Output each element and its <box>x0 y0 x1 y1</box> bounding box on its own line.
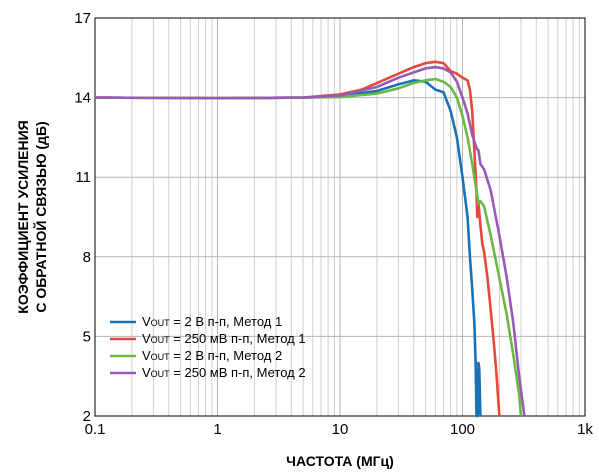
y-tick-labels: 2 5 8 11 14 17 <box>74 10 91 425</box>
series-line-3 <box>94 77 523 417</box>
plot-frame <box>94 17 586 417</box>
y-tick-label: 5 <box>83 328 91 345</box>
x-axis-title: ЧАСТОТА (МГц) <box>286 453 394 469</box>
y-tick-label: 8 <box>83 249 91 266</box>
y-tick-label: 17 <box>74 10 91 27</box>
y-axis-title: КОЭФФИЦИЕНТ УСИЛЕНИЯ С ОБРАТНОЙ СВЯЗЬЮ (… <box>15 120 49 313</box>
x-tick-labels: 0.1 1 10 100 1k <box>85 421 594 438</box>
legend: VOUT = 2 В п-п, Метод 1 VOUT = 250 мВ п-п… <box>110 314 306 380</box>
series-line-4 <box>94 65 526 417</box>
y-tick-label: 11 <box>75 169 91 186</box>
y-axis-title-line-2: С ОБРАТНОЙ СВЯЗЬЮ (дБ) <box>32 121 49 312</box>
legend-entry-3: VOUT = 2 В п-п, Метод 2 <box>142 348 282 363</box>
y-axis-title-line-1: КОЭФФИЦИЕНТ УСИЛЕНИЯ <box>15 120 31 313</box>
series-line-2 <box>94 60 501 417</box>
x-tick-label: 1k <box>577 421 593 438</box>
grid <box>95 18 585 416</box>
x-tick-label: 10 <box>332 421 349 438</box>
legend-entry-2: VOUT = 250 мВ п-п, Метод 1 <box>142 331 306 346</box>
x-tick-label: 100 <box>450 421 475 438</box>
legend-entry-4: VOUT = 250 мВ п-п, Метод 2 <box>142 365 306 380</box>
y-tick-label: 2 <box>83 408 91 425</box>
x-tick-label: 0.1 <box>85 421 106 438</box>
x-tick-label: 1 <box>213 421 221 438</box>
series-layer <box>94 60 526 418</box>
series-line-1 <box>94 79 482 418</box>
y-tick-label: 14 <box>74 90 91 107</box>
legend-entry-1: VOUT = 2 В п-п, Метод 1 <box>142 314 282 329</box>
